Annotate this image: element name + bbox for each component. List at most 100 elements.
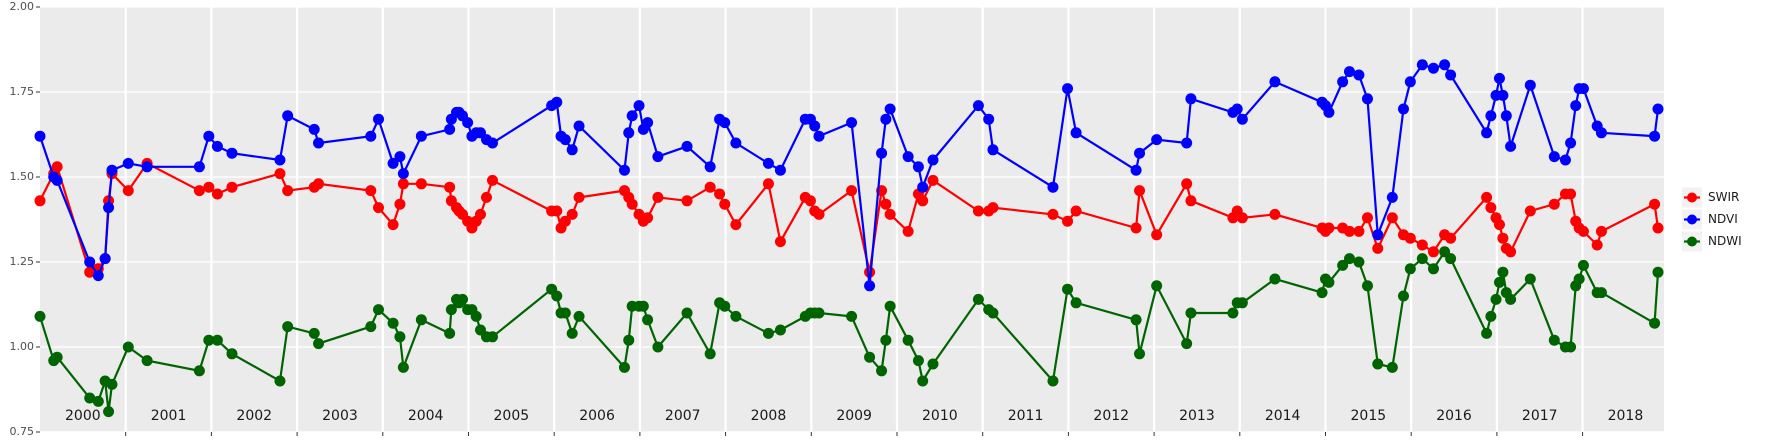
data-point [1427,246,1439,258]
data-point [1047,208,1059,220]
data-point [927,174,939,186]
data-point [876,365,888,377]
data-point [1548,151,1560,163]
data-point [211,334,223,346]
data-point [122,185,134,197]
data-point [387,157,399,169]
data-point [282,185,294,197]
data-point [1130,164,1142,176]
data-point [1181,137,1193,149]
data-point [51,174,63,186]
data-point [1361,93,1373,105]
data-point [1236,212,1248,224]
data-point [1577,259,1589,271]
data-point [704,348,716,360]
data-point [1227,307,1239,319]
data-point [211,188,223,200]
data-point [1427,62,1439,74]
data-point [92,270,104,282]
data-point [1151,280,1163,292]
data-point [1497,266,1509,278]
data-point [1445,232,1457,244]
data-point [1185,307,1197,319]
data-point [226,181,238,193]
data-point [1595,225,1607,237]
data-point [1559,154,1571,166]
data-point [884,103,896,115]
data-point [1577,225,1589,237]
data-point [486,331,498,343]
data-point [106,164,118,176]
data-point [719,198,731,210]
data-point [880,198,892,210]
data-point [846,185,858,197]
data-point [282,110,294,122]
legend-dot [1687,236,1697,247]
data-point [884,300,896,312]
y-tick-label: 0.75 [10,425,35,438]
data-point [762,327,774,339]
data-point [762,157,774,169]
data-point [559,134,571,146]
legend-dot [1687,192,1697,203]
data-point [1386,191,1398,203]
data-point [972,205,984,217]
data-point [573,310,585,322]
data-point [652,191,664,203]
data-point [559,307,571,319]
data-point [813,208,825,220]
legend-dot [1687,214,1697,225]
data-point [394,151,406,163]
data-point [566,208,578,220]
data-point [1130,314,1142,326]
data-point [774,236,786,248]
data-point [1490,293,1502,305]
data-point [1236,297,1248,309]
data-point [1404,76,1416,88]
data-point [681,140,693,152]
data-point [927,154,939,166]
data-point [1372,358,1384,370]
data-point [373,202,385,214]
data-point [1181,178,1193,190]
data-point [566,144,578,156]
data-point [623,334,635,346]
data-point [1652,266,1664,278]
data-point [34,130,46,142]
data-point [274,154,286,166]
data-point [626,198,638,210]
data-point [917,181,929,193]
data-point [365,130,377,142]
data-point [1353,256,1365,268]
data-point [1577,83,1589,95]
x-tick-label: 2006 [579,408,615,424]
data-point [551,290,563,302]
x-tick-label: 2012 [1093,408,1129,424]
data-point [902,151,914,163]
data-point [1481,127,1493,139]
data-point [99,253,111,265]
data-point [637,300,649,312]
data-point [1439,59,1451,71]
data-point [846,117,858,129]
data-point [730,219,742,231]
data-point [51,161,63,173]
y-tick-label: 1.00 [10,340,35,353]
data-point [387,317,399,329]
data-point [397,361,409,373]
legend-label: SWIR [1708,190,1739,204]
data-point [34,310,46,322]
data-point [1570,100,1582,112]
data-point [1323,222,1335,234]
data-point [470,310,482,322]
data-point [1185,195,1197,207]
data-point [415,130,427,142]
data-point [373,113,385,125]
data-point [415,178,427,190]
data-point [462,117,474,129]
legend: SWIR NDVI NDWI [1682,187,1742,252]
data-point [1649,317,1661,329]
data-point [313,178,325,190]
data-point [394,331,406,343]
data-point [1649,198,1661,210]
